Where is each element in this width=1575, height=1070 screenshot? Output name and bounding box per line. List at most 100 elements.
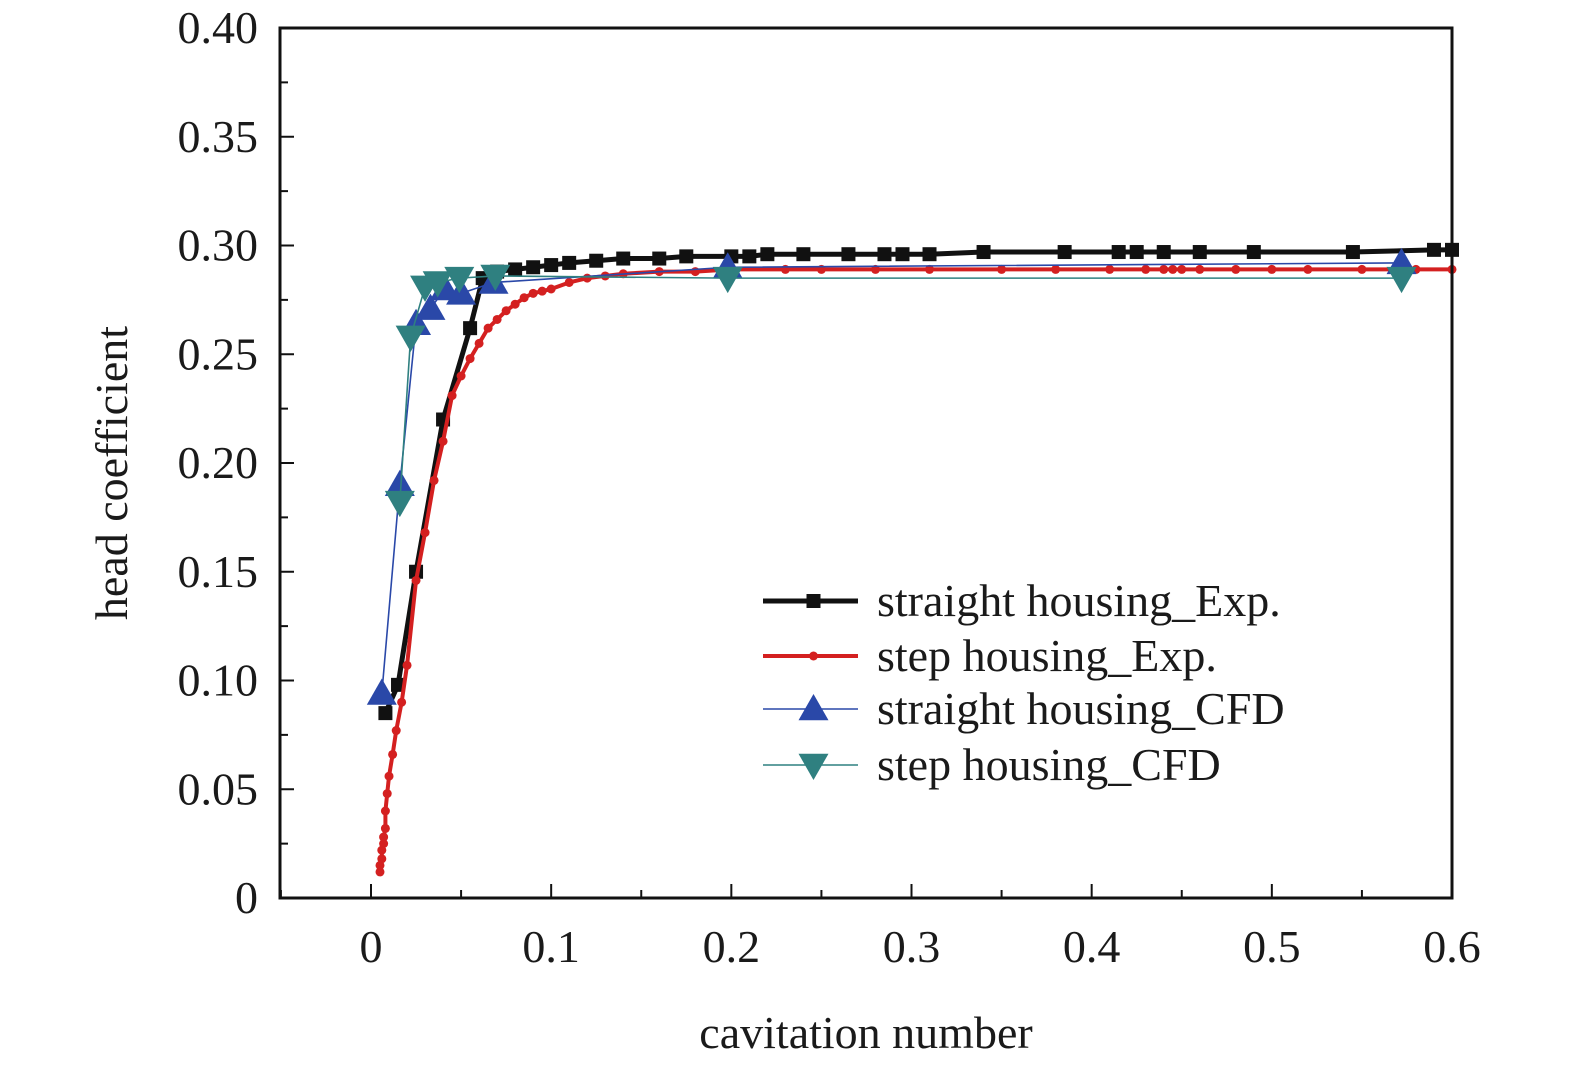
data-point <box>679 249 694 264</box>
data-point <box>384 771 394 781</box>
x-tick-label: 0.2 <box>703 921 761 972</box>
data-point <box>1426 242 1441 257</box>
data-point <box>395 325 426 352</box>
data-point <box>562 255 577 270</box>
data-point <box>1195 264 1205 274</box>
legend-marker <box>809 651 818 661</box>
data-point <box>976 245 991 260</box>
y-tick-label: 0.10 <box>178 655 259 706</box>
data-point <box>415 293 446 320</box>
data-point <box>589 253 604 268</box>
series-line <box>399 275 1402 503</box>
data-point <box>925 264 935 274</box>
plot-frame <box>278 26 1454 900</box>
data-point <box>1141 264 1151 274</box>
data-point <box>841 247 856 262</box>
data-point <box>796 247 811 262</box>
y-tick-label: 0.20 <box>178 437 259 488</box>
data-point <box>463 321 478 336</box>
data-point <box>446 278 477 305</box>
x-tick-label: 0.1 <box>522 921 580 972</box>
data-point <box>447 391 457 401</box>
data-point <box>480 264 511 291</box>
data-point <box>1057 245 1072 260</box>
data-point <box>528 288 538 298</box>
data-point <box>652 251 667 266</box>
legend-label: step housing_Exp. <box>877 630 1217 681</box>
legend-label: step housing_CFD <box>877 739 1221 790</box>
data-point <box>997 264 1007 274</box>
data-point <box>492 314 502 324</box>
data-point <box>544 258 559 273</box>
data-point <box>377 854 387 864</box>
data-point <box>375 867 385 877</box>
data-point <box>1246 245 1261 260</box>
data-point <box>1156 245 1171 260</box>
data-point <box>760 247 775 262</box>
x-tick-label: 0 <box>360 921 383 972</box>
data-point <box>382 789 392 799</box>
data-point <box>388 749 398 759</box>
data-point <box>456 371 466 381</box>
x-axis-title: cavitation number <box>699 1007 1032 1058</box>
data-point <box>420 528 430 538</box>
data-point <box>1386 266 1417 294</box>
data-point <box>391 726 401 736</box>
data-point <box>1129 245 1144 260</box>
series-4 <box>384 264 1417 518</box>
x-tick-label: 0.3 <box>883 921 941 972</box>
legend-marker <box>798 753 829 780</box>
legend: straight housing_Exp.step housing_Exp.st… <box>763 575 1285 790</box>
x-tick-label: 0.5 <box>1243 921 1301 972</box>
legend-item: straight housing_Exp. <box>763 575 1281 626</box>
data-point <box>519 293 529 303</box>
data-point <box>1159 264 1169 274</box>
data-point <box>474 338 484 348</box>
data-point <box>537 286 547 296</box>
series-line <box>381 262 1402 694</box>
data-point <box>465 354 475 364</box>
data-point <box>1111 245 1126 260</box>
data-point <box>1105 264 1115 274</box>
data-point <box>895 247 910 262</box>
legend-label: straight housing_Exp. <box>877 575 1281 626</box>
data-point <box>501 306 511 316</box>
data-point <box>616 251 631 266</box>
y-tick-label: 0.05 <box>178 763 259 814</box>
data-point <box>546 284 556 294</box>
data-point <box>1051 264 1061 274</box>
data-point <box>1168 264 1178 274</box>
plot-series <box>366 242 1459 877</box>
data-point <box>366 678 397 705</box>
data-point <box>384 469 415 496</box>
data-point <box>391 677 406 692</box>
data-point <box>922 247 937 262</box>
data-point <box>526 260 541 275</box>
data-point <box>379 832 389 842</box>
y-tick-label: 0.40 <box>178 2 259 53</box>
y-tick-label: 0 <box>235 872 258 923</box>
y-tick-label: 0.25 <box>178 328 259 379</box>
legend-marker <box>806 594 821 608</box>
legend-item: straight housing_CFD <box>763 683 1285 734</box>
data-point <box>411 575 421 585</box>
data-point <box>483 323 493 333</box>
data-point <box>508 262 523 277</box>
data-point <box>379 839 389 849</box>
data-point <box>742 249 757 264</box>
data-point <box>1231 264 1241 274</box>
legend-marker <box>798 694 829 721</box>
data-point <box>1303 264 1313 274</box>
data-point <box>397 697 407 707</box>
y-tick-label: 0.35 <box>178 111 259 162</box>
data-point <box>422 271 453 298</box>
data-point <box>510 299 520 309</box>
legend-item: step housing_Exp. <box>763 630 1217 681</box>
data-point <box>1192 245 1207 260</box>
data-point <box>402 660 412 670</box>
data-point <box>444 266 475 294</box>
data-point <box>380 806 390 816</box>
data-point <box>1177 264 1187 274</box>
data-point <box>380 823 390 833</box>
